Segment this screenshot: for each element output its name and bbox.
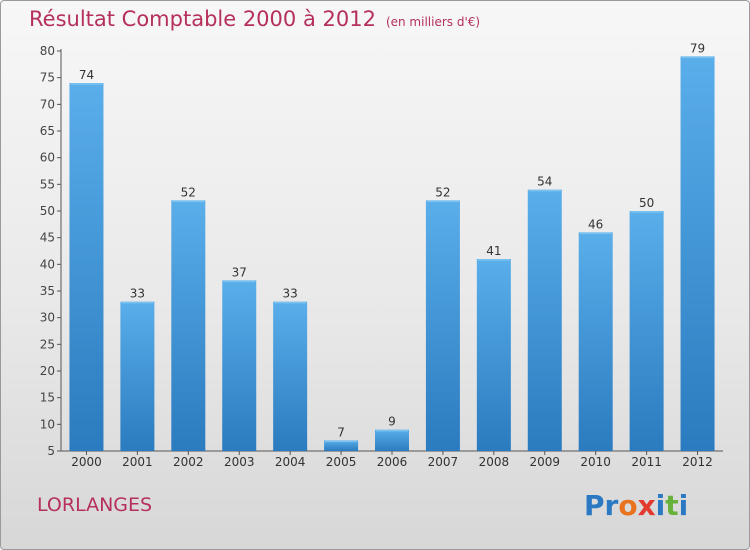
x-tick-label: 2002 xyxy=(173,455,204,469)
logo-letter: P xyxy=(584,489,605,522)
bar xyxy=(324,440,359,451)
bar-value-label: 74 xyxy=(79,68,94,82)
y-tick-label: 25 xyxy=(40,337,55,351)
y-tick-label: 45 xyxy=(40,231,55,245)
chart-subtitle: (en milliers d'€) xyxy=(385,15,481,29)
logo-letter: o xyxy=(618,489,638,522)
x-tick-label: 2010 xyxy=(580,455,611,469)
y-tick-label: 55 xyxy=(40,177,55,191)
y-tick-label: 65 xyxy=(40,124,55,138)
bar xyxy=(680,56,715,451)
y-tick-label: 30 xyxy=(40,311,55,325)
bar-value-label: 7 xyxy=(337,425,345,439)
bar xyxy=(629,211,664,451)
title-text: Résultat Comptable 2000 à 2012 xyxy=(29,7,376,31)
bar xyxy=(273,301,308,451)
y-tick-label: 50 xyxy=(40,204,55,218)
town-name: LORLANGES xyxy=(37,494,153,516)
y-tick-label: 10 xyxy=(40,417,55,431)
proxiti-logo: Proxiti xyxy=(584,489,688,522)
x-tick-label: 2000 xyxy=(71,455,102,469)
bar-value-label: 9 xyxy=(388,415,396,429)
bar xyxy=(578,232,613,451)
chart-title: Résultat Comptable 2000 à 2012 (en millie… xyxy=(29,7,480,31)
y-tick-label: 20 xyxy=(40,364,55,378)
x-tick-label: 2009 xyxy=(529,455,560,469)
bar-value-label: 33 xyxy=(283,287,298,301)
bar xyxy=(476,259,511,451)
bar xyxy=(527,189,562,451)
x-tick-label: 2005 xyxy=(326,455,357,469)
x-tick-label: 2004 xyxy=(275,455,306,469)
bar-value-label: 37 xyxy=(232,265,247,279)
y-tick-label: 75 xyxy=(40,71,55,85)
bar xyxy=(69,83,104,451)
bar xyxy=(425,200,460,451)
bar-value-label: 52 xyxy=(181,185,196,199)
logo-letter: r xyxy=(604,489,619,522)
x-tick-label: 2006 xyxy=(377,455,408,469)
y-tick-label: 15 xyxy=(40,391,55,405)
bar-value-label: 79 xyxy=(690,41,705,55)
bar-value-label: 50 xyxy=(639,196,654,210)
bar xyxy=(375,429,409,451)
bar xyxy=(171,200,206,451)
bar-value-label: 33 xyxy=(130,287,145,301)
logo-letter: i xyxy=(655,489,666,522)
bar xyxy=(222,280,257,451)
x-tick-label: 2003 xyxy=(224,455,255,469)
y-tick-label: 70 xyxy=(40,97,55,111)
y-tick-label: 80 xyxy=(40,44,55,58)
logo-letter: t xyxy=(665,489,679,522)
y-tick-label: 40 xyxy=(40,257,55,271)
logo-letter: i xyxy=(678,489,689,522)
x-tick-label: 2011 xyxy=(631,455,662,469)
x-tick-label: 2012 xyxy=(682,455,713,469)
x-tick-label: 2008 xyxy=(479,455,510,469)
x-tick-label: 2001 xyxy=(122,455,153,469)
bar-value-label: 41 xyxy=(486,244,501,258)
logo-letter: x xyxy=(637,489,656,522)
bar-value-label: 46 xyxy=(588,217,603,231)
y-tick-label: 5 xyxy=(47,444,55,458)
x-tick-label: 2007 xyxy=(428,455,459,469)
y-tick-label: 35 xyxy=(40,284,55,298)
y-tick-label: 60 xyxy=(40,151,55,165)
bar-value-label: 52 xyxy=(435,185,450,199)
bar-value-label: 54 xyxy=(537,175,552,189)
bar xyxy=(120,301,155,451)
